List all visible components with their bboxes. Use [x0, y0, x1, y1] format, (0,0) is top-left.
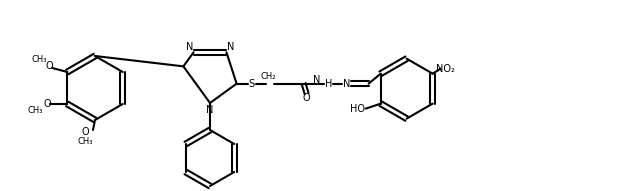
Text: N: N [313, 75, 320, 85]
Text: CH₃: CH₃ [28, 105, 43, 114]
Text: CH₃: CH₃ [77, 138, 93, 146]
Text: CH₃: CH₃ [32, 54, 47, 63]
Text: O: O [303, 93, 310, 103]
Text: S: S [248, 79, 255, 89]
Text: NO₂: NO₂ [436, 64, 455, 74]
Text: N: N [206, 105, 214, 115]
Text: O: O [44, 99, 51, 109]
Text: N: N [227, 42, 234, 52]
Text: H: H [325, 79, 332, 89]
Text: N: N [343, 79, 350, 89]
Text: CH₂: CH₂ [261, 72, 276, 81]
Text: HO: HO [350, 104, 365, 114]
Text: O: O [81, 127, 89, 137]
Text: O: O [46, 61, 53, 71]
Text: N: N [186, 42, 193, 52]
